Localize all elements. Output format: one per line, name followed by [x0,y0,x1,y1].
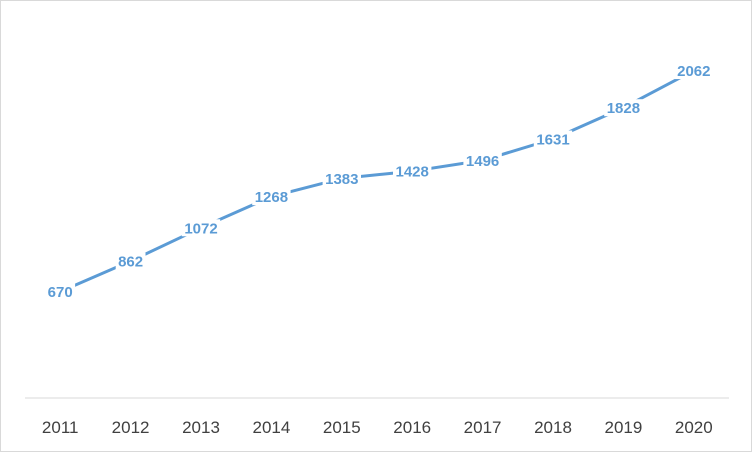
data-label: 1631 [536,131,569,148]
data-label-background [115,252,146,270]
series-line [58,69,696,294]
data-label: 1828 [607,100,640,117]
x-tick-labels: 2011 2012 2013 2014 2015 2016 2017 2018 2019 2020 [42,418,713,437]
x-tick-label: 2017 [464,418,502,437]
data-labels: 670 862 1072 1268 1383 1428 1496 1631 1828 2062 [45,62,713,301]
data-label: 670 [48,284,73,301]
x-tick-label: 2020 [675,418,713,437]
x-tick-label: 2011 [42,418,79,437]
data-label-background [322,169,361,187]
x-tick-label: 2016 [393,418,431,437]
data-label: 1428 [396,164,429,181]
data-label-background [533,130,573,148]
data-label-background [463,151,502,169]
x-tick-label: 2014 [252,418,290,437]
x-tick-label: 2019 [604,418,642,437]
data-label-background [393,162,432,180]
data-label-background [252,188,291,206]
x-tick-label: 2015 [323,418,361,437]
data-label: 1268 [255,189,288,206]
data-label: 1383 [325,171,358,188]
data-label-background [604,99,643,117]
data-label: 1496 [466,153,499,170]
data-label: 862 [118,254,143,271]
data-label-background [45,283,76,301]
x-tick-label: 2012 [112,418,150,437]
data-label-background [674,62,713,80]
x-tick-label: 2013 [182,418,220,437]
x-tick-label: 2018 [534,418,572,437]
data-label-background [181,219,221,237]
data-label: 1072 [184,220,217,237]
data-label: 2062 [677,63,710,80]
